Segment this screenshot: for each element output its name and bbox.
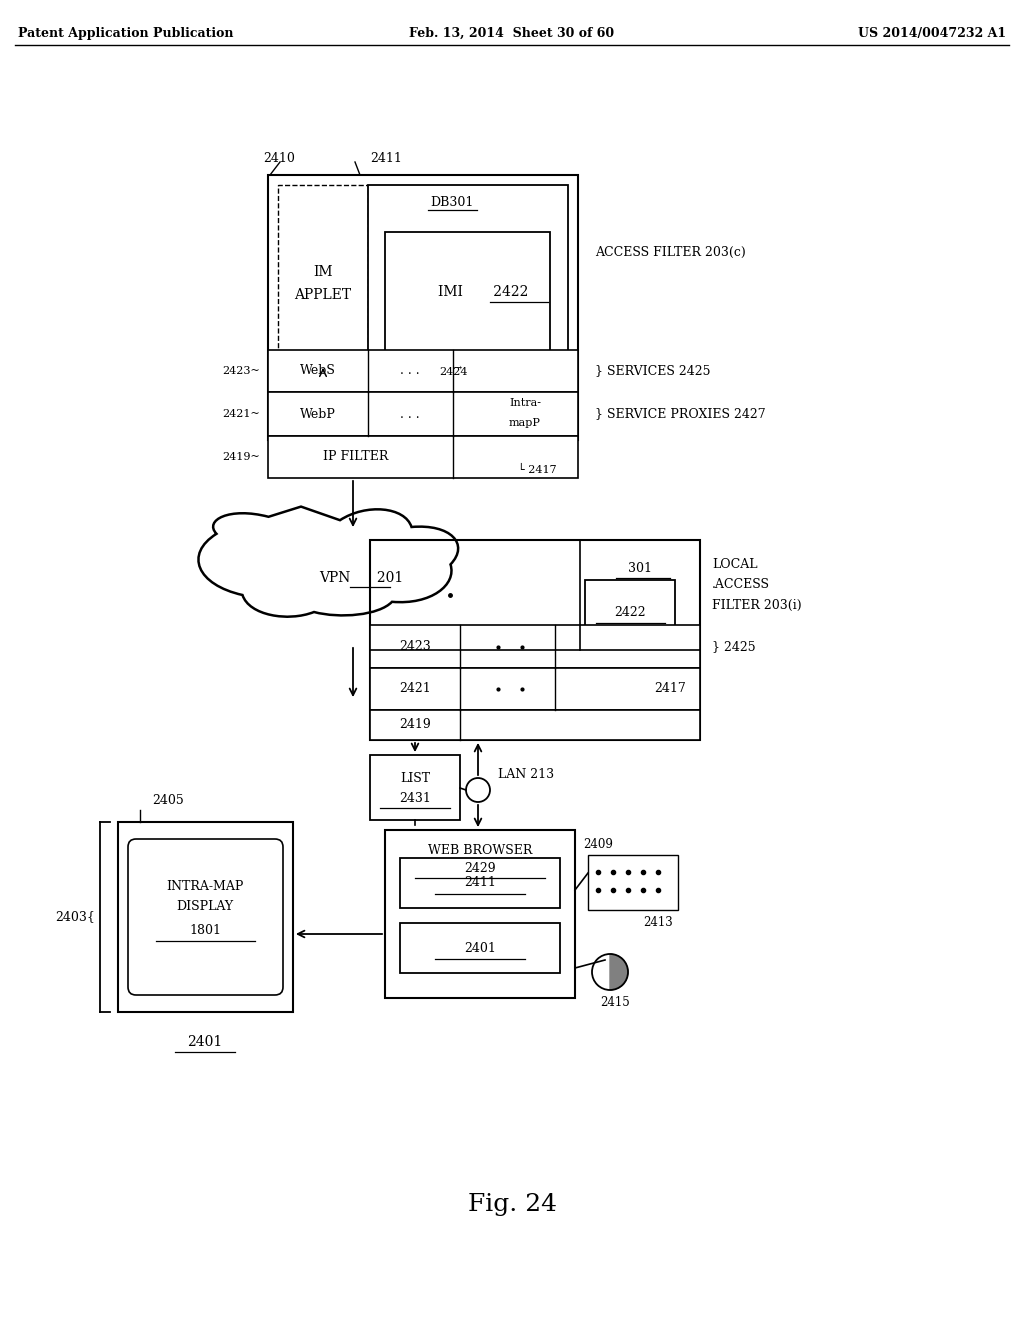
Text: 2423: 2423	[399, 640, 431, 653]
Text: 2421~: 2421~	[222, 409, 260, 418]
Text: VPN: VPN	[319, 572, 355, 585]
Text: } SERVICES 2425: } SERVICES 2425	[595, 364, 711, 378]
Text: └ 2417: └ 2417	[518, 465, 557, 475]
Text: . . .: . . .	[400, 364, 420, 378]
Text: 2421: 2421	[399, 682, 431, 696]
Text: INTRA-MAP: INTRA-MAP	[166, 880, 244, 894]
Text: Patent Application Publication: Patent Application Publication	[18, 26, 233, 40]
Text: } 2425: } 2425	[712, 640, 756, 653]
Text: 201: 201	[355, 572, 403, 585]
Text: 2401: 2401	[187, 1035, 222, 1049]
Text: DISPLAY: DISPLAY	[176, 900, 233, 913]
Bar	[385, 830, 575, 998]
Bar	[268, 350, 578, 392]
Text: FILTER 203(i): FILTER 203(i)	[712, 598, 802, 611]
Bar	[368, 185, 568, 368]
FancyBboxPatch shape	[128, 840, 283, 995]
Text: 2405: 2405	[153, 793, 184, 807]
Bar	[278, 185, 368, 370]
Text: Fig. 24: Fig. 24	[468, 1193, 556, 1217]
Text: 2423~: 2423~	[222, 366, 260, 376]
Text: } SERVICE PROXIES 2427: } SERVICE PROXIES 2427	[595, 408, 766, 421]
Bar	[400, 858, 560, 908]
Text: 2417: 2417	[654, 682, 686, 696]
Text: LIST: LIST	[400, 771, 430, 784]
Bar	[385, 232, 550, 352]
Text: 2422: 2422	[614, 606, 646, 619]
Text: 2411: 2411	[464, 876, 496, 890]
Text: 2419: 2419	[399, 718, 431, 731]
Text: 1801: 1801	[189, 924, 221, 937]
Text: 2429: 2429	[464, 862, 496, 874]
Bar	[370, 624, 700, 668]
Text: WebS: WebS	[300, 364, 336, 378]
Text: IM: IM	[313, 265, 333, 279]
Text: DB301: DB301	[430, 195, 473, 209]
Text: 2401: 2401	[464, 941, 496, 954]
Text: WEB BROWSER: WEB BROWSER	[428, 843, 532, 857]
Text: APPLET: APPLET	[295, 288, 351, 302]
Bar	[268, 176, 578, 440]
Text: WebP: WebP	[300, 408, 336, 421]
Text: Intra-: Intra-	[509, 399, 541, 408]
Bar	[370, 668, 700, 710]
Text: IMI: IMI	[437, 285, 467, 300]
Bar	[268, 392, 578, 436]
Text: LOCAL: LOCAL	[712, 558, 758, 572]
Bar	[268, 436, 578, 478]
Text: 2411: 2411	[370, 152, 401, 165]
Text: 2413: 2413	[643, 916, 673, 928]
Text: . . .: . . .	[400, 408, 420, 421]
Text: 2419~: 2419~	[222, 451, 260, 462]
Text: US 2014/0047232 A1: US 2014/0047232 A1	[858, 26, 1006, 40]
Text: 2409: 2409	[583, 838, 613, 851]
Text: 2422: 2422	[467, 285, 528, 300]
Text: 301: 301	[628, 561, 652, 574]
Text: .ACCESS: .ACCESS	[712, 578, 770, 591]
Text: 2431: 2431	[399, 792, 431, 804]
Bar	[588, 855, 678, 909]
Text: LAN 213: LAN 213	[498, 768, 554, 781]
Bar	[370, 710, 700, 741]
Text: 2403{: 2403{	[55, 911, 95, 924]
Bar	[585, 579, 675, 645]
Text: →: →	[453, 364, 461, 374]
Bar	[118, 822, 293, 1012]
Wedge shape	[610, 954, 628, 990]
Text: IP FILTER: IP FILTER	[324, 450, 389, 463]
Text: 2410: 2410	[263, 152, 295, 165]
Text: ACCESS FILTER 203(c): ACCESS FILTER 203(c)	[595, 246, 745, 259]
Bar	[370, 540, 700, 741]
Bar	[370, 755, 460, 820]
Text: Feb. 13, 2014  Sheet 30 of 60: Feb. 13, 2014 Sheet 30 of 60	[410, 26, 614, 40]
Text: 2424: 2424	[438, 367, 467, 378]
Text: 2415: 2415	[600, 995, 630, 1008]
Bar	[400, 923, 560, 973]
Text: mapP: mapP	[509, 418, 541, 428]
